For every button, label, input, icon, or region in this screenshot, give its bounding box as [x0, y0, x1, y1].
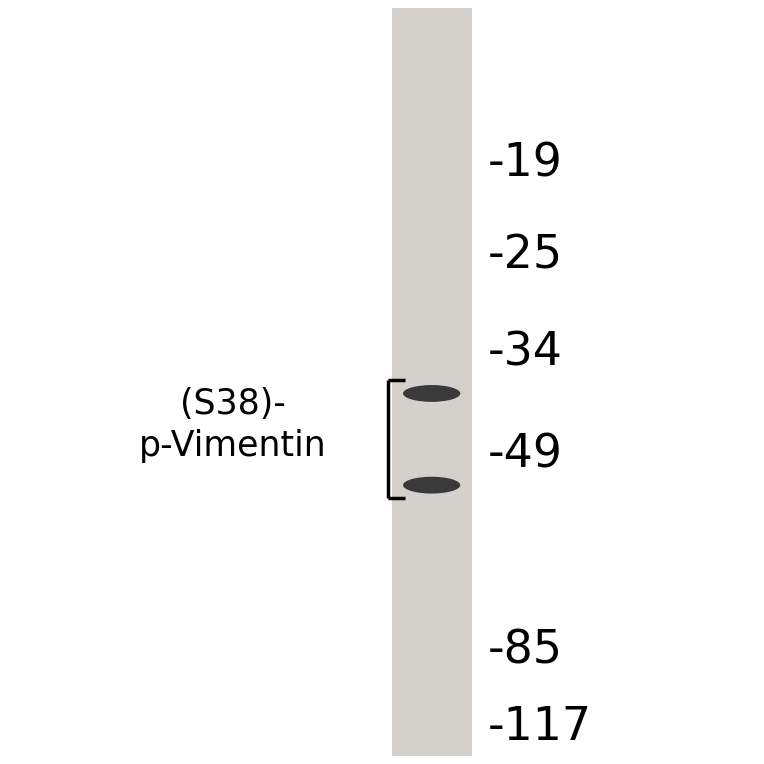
Ellipse shape: [403, 477, 460, 494]
Text: (S38)-: (S38)-: [180, 387, 286, 421]
Bar: [391, 8, 471, 756]
Text: -34: -34: [487, 331, 562, 375]
Text: -25: -25: [487, 234, 562, 278]
Text: -117: -117: [487, 705, 591, 749]
Ellipse shape: [403, 385, 460, 402]
Text: -19: -19: [487, 142, 562, 186]
Text: -49: -49: [487, 432, 562, 477]
Text: -85: -85: [487, 629, 562, 673]
Text: p-Vimentin: p-Vimentin: [139, 429, 327, 463]
